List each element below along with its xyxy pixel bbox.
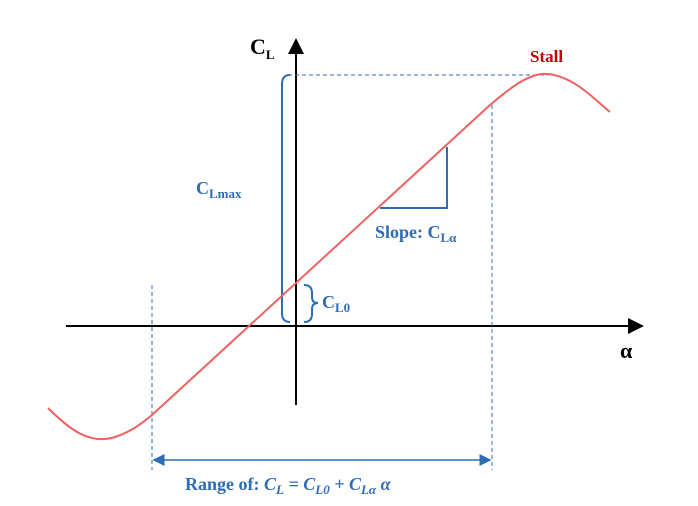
text-part: C — [349, 474, 362, 494]
x-axis-label: α — [620, 338, 633, 363]
cl0-brace — [303, 284, 319, 323]
text-part: Slope: — [375, 222, 423, 242]
cl0-label: CL0 — [322, 292, 350, 315]
slope-label: Slope: CLα — [375, 222, 457, 245]
text-part: = — [288, 474, 298, 494]
text-part: L — [275, 482, 284, 497]
text-part: L0 — [335, 300, 350, 315]
cl-max-brace — [281, 74, 291, 323]
cl-max-label: CLmax — [196, 178, 242, 201]
text-part: C — [303, 474, 316, 494]
text-part: + — [334, 474, 344, 494]
lift-curve — [47, 72, 611, 441]
text-part: C — [428, 222, 441, 242]
range-label: Range of: CL = CL0 + CLα α — [185, 474, 392, 497]
text-part: L0 — [314, 482, 330, 497]
text-part: C — [196, 178, 209, 198]
text-part: L — [266, 47, 275, 62]
slope-triangle — [380, 147, 448, 209]
text-part: C — [264, 474, 277, 494]
text-part: α — [381, 474, 392, 494]
text-part: Lα — [360, 482, 377, 497]
text-part: C — [250, 34, 266, 59]
text-part: Lmax — [209, 186, 242, 201]
y-axis-label: CL — [250, 34, 275, 62]
text-part: C — [322, 292, 335, 312]
text-part: Range of: — [185, 474, 260, 494]
stall-label: Stall — [530, 47, 563, 66]
text-part: Lα — [441, 230, 458, 245]
